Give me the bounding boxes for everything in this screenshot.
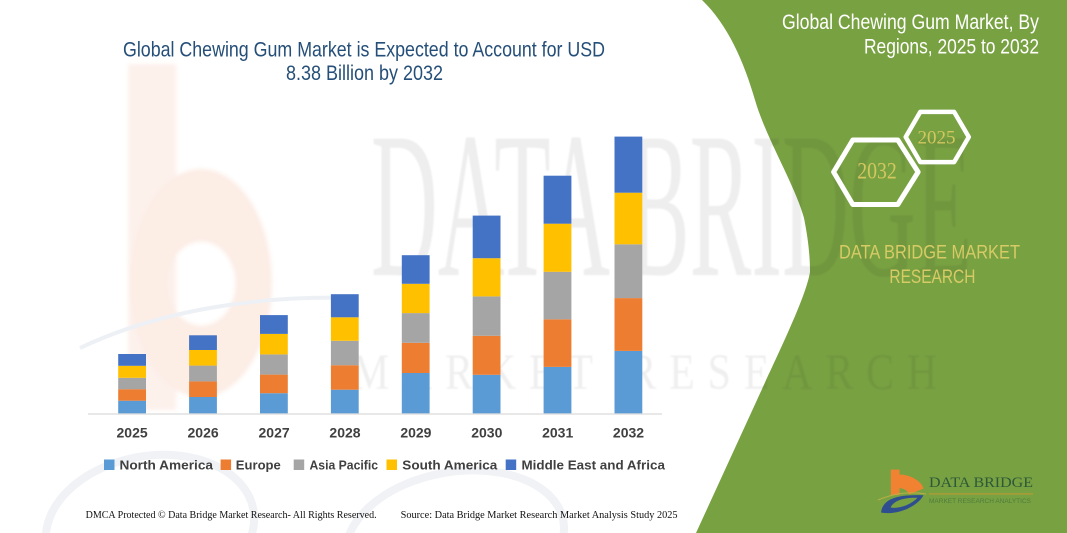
svg-text:DMCA Protected © Data Bridge M: DMCA Protected © Data Bridge Market Rese…	[86, 509, 377, 521]
svg-text:2027: 2027	[259, 424, 290, 440]
svg-text:MARKET RESEARCH: MARKET RESEARCH	[352, 344, 950, 401]
svg-text:2029: 2029	[400, 424, 431, 440]
svg-text:2025: 2025	[117, 424, 148, 440]
svg-text:8.38 Billion by 2032: 8.38 Billion by 2032	[286, 62, 443, 85]
svg-text:2025: 2025	[918, 127, 956, 148]
svg-text:2032: 2032	[613, 424, 644, 440]
svg-text:Global Chewing Gum Market, By: Global Chewing Gum Market, By	[782, 11, 1039, 34]
svg-text:2032: 2032	[857, 158, 897, 183]
svg-text:2028: 2028	[329, 424, 360, 440]
svg-text:Regions, 2025 to 2032: Regions, 2025 to 2032	[864, 35, 1039, 58]
svg-text:South America: South America	[402, 457, 498, 472]
svg-text:Europe: Europe	[236, 457, 281, 472]
svg-text:Asia Pacific: Asia Pacific	[310, 457, 379, 472]
svg-text:RESEARCH: RESEARCH	[889, 267, 975, 288]
svg-text:2031: 2031	[542, 424, 573, 440]
svg-text:DATA BRIDGE MARKET: DATA BRIDGE MARKET	[839, 243, 1020, 264]
svg-text:Source: Data Bridge Market Res: Source: Data Bridge Market Research Mark…	[401, 509, 678, 521]
svg-text:North America: North America	[120, 457, 214, 472]
svg-text:MARKET RESEARCH ANALYTICS: MARKET RESEARCH ANALYTICS	[929, 498, 1032, 505]
svg-text:2026: 2026	[188, 424, 219, 440]
svg-text:Global Chewing Gum Market is E: Global Chewing Gum Market is Expected to…	[123, 38, 605, 61]
svg-text:DATA BRIDGE: DATA BRIDGE	[929, 475, 1033, 491]
svg-text:Middle East and Africa: Middle East and Africa	[522, 457, 666, 472]
svg-text:2030: 2030	[471, 424, 502, 440]
